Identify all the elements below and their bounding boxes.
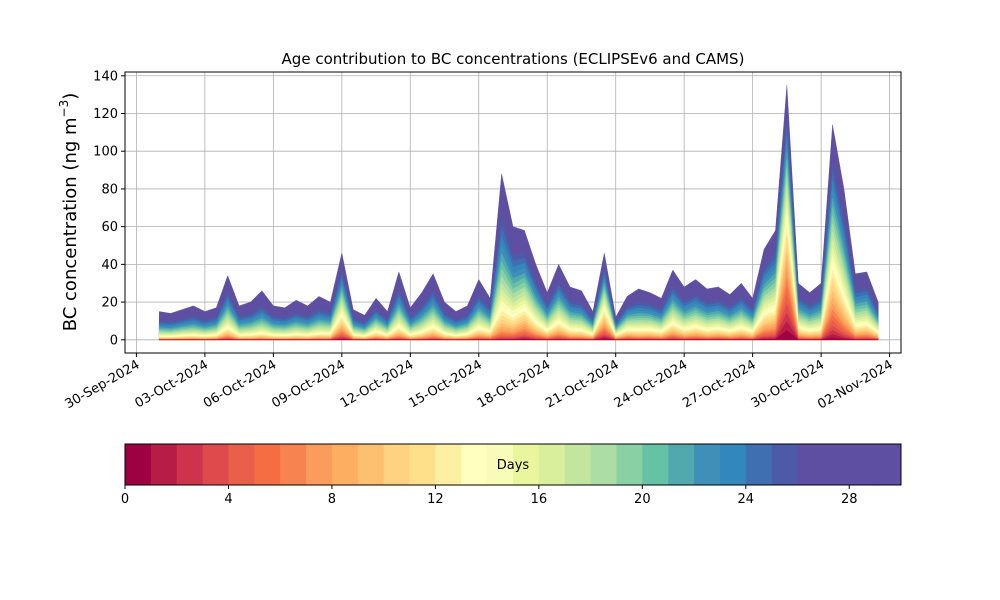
colorbar-segment xyxy=(771,444,799,485)
age-band-8 xyxy=(159,261,879,340)
y-tick-label: 60 xyxy=(101,220,118,235)
colorbar-segment xyxy=(176,444,204,485)
y-tick-label: 20 xyxy=(101,296,118,311)
x-tick-label: 06-Oct-2024 xyxy=(201,357,279,411)
colorbar-tick-label: 16 xyxy=(531,492,548,507)
y-tick-label: 100 xyxy=(93,145,118,160)
x-tick-label: 02-Nov-2024 xyxy=(815,357,895,412)
colorbar-tick-label: 4 xyxy=(224,492,232,507)
colorbar-segment xyxy=(745,444,773,485)
colorbar-segment xyxy=(719,444,747,485)
age-bands xyxy=(159,85,879,340)
colorbar-segment xyxy=(797,444,824,485)
colorbar-segment xyxy=(409,444,436,485)
y-tick-label: 120 xyxy=(93,107,118,122)
y-tick-label: 140 xyxy=(93,69,118,84)
colorbar-segment xyxy=(590,444,617,485)
colorbar-segment xyxy=(125,444,152,485)
age-band-6 xyxy=(159,278,879,340)
x-tick-label: 24-Oct-2024 xyxy=(612,357,690,411)
colorbar-segment xyxy=(694,444,721,485)
age-band-12 xyxy=(159,227,879,340)
colorbar-segment xyxy=(280,444,307,485)
colorbar-segment xyxy=(357,444,385,485)
x-tick-label: 03-Oct-2024 xyxy=(132,357,210,411)
y-tick-label: 40 xyxy=(101,258,118,273)
colorbar-segment xyxy=(254,444,281,485)
x-tick-label: 15-Oct-2024 xyxy=(406,357,484,411)
colorbar-tick-label: 24 xyxy=(738,492,755,507)
colorbar-segment xyxy=(668,444,695,485)
plot-frame xyxy=(124,71,902,354)
x-tick-label: 30-Oct-2024 xyxy=(749,357,827,411)
colorbar-tick-label: 8 xyxy=(328,492,336,507)
colorbar-segment xyxy=(616,444,643,485)
age-band-9 xyxy=(159,252,879,340)
x-tick-label: 18-Oct-2024 xyxy=(475,357,553,411)
colorbar-segment xyxy=(875,444,902,485)
colorbar-tick-label: 20 xyxy=(634,492,651,507)
x-tick-label: 21-Oct-2024 xyxy=(543,357,621,411)
colorbar: 0 4 8 12 16 20 24 28 Days xyxy=(121,443,902,507)
age-band-24 xyxy=(159,126,879,340)
colorbar-tick-label: 0 xyxy=(121,492,129,507)
chart-title: Age contribution to BC concentrations (E… xyxy=(282,50,745,68)
colorbar-label: Days xyxy=(497,458,530,473)
colorbar-segment xyxy=(461,444,488,485)
age-band-11 xyxy=(159,235,879,340)
colorbar-segment xyxy=(513,444,540,485)
age-band-7 xyxy=(159,269,879,340)
y-tick-label: 80 xyxy=(101,182,118,197)
x-tick-label: 09-Oct-2024 xyxy=(269,357,347,411)
colorbar-tick-label: 12 xyxy=(427,492,444,507)
colorbar-segment xyxy=(306,444,333,485)
colorbar-segment xyxy=(487,444,514,485)
colorbar-segment xyxy=(202,444,229,485)
colorbar-segment xyxy=(435,444,462,485)
colorbar-segment xyxy=(228,444,255,485)
colorbar-segment xyxy=(642,444,669,485)
colorbar-segment xyxy=(383,444,411,485)
colorbar-segment xyxy=(150,444,178,485)
x-axis: 30-Sep-202403-Oct-202406-Oct-202409-Oct-… xyxy=(63,353,896,412)
y-axis-label: BC concentration (ng m−3) xyxy=(57,93,81,332)
x-tick-label: 12-Oct-2024 xyxy=(338,357,416,411)
colorbar-frame xyxy=(124,443,902,486)
colorbar-segment xyxy=(849,444,876,485)
y-tick-label: 0 xyxy=(110,333,118,348)
colorbar-segment xyxy=(823,444,850,485)
colorbar-segment xyxy=(331,444,359,485)
x-tick-label: 30-Sep-2024 xyxy=(63,357,143,412)
age-band-0 xyxy=(159,330,879,340)
age-band-10 xyxy=(159,244,879,340)
colorbar-segment xyxy=(538,444,566,485)
x-tick-label: 27-Oct-2024 xyxy=(680,357,758,411)
y-axis: 0 20 40 60 80 100 120 140 xyxy=(93,69,125,348)
colorbar-segment xyxy=(564,444,592,485)
colorbar-tick-label: 28 xyxy=(841,492,858,507)
